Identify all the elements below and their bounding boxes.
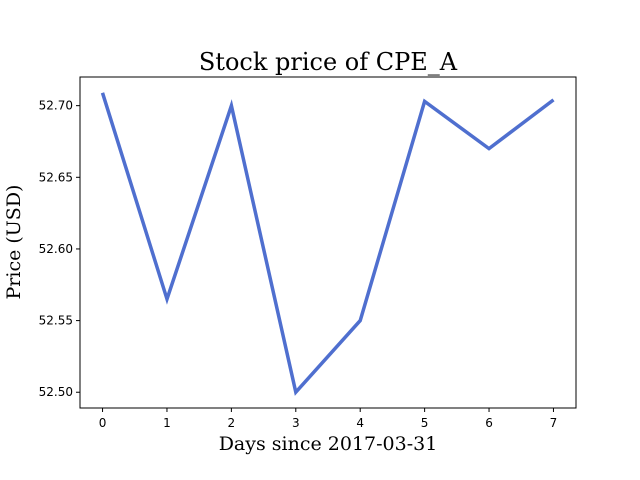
x-tick-label: 7 xyxy=(550,416,558,430)
price-series-line xyxy=(100,92,555,396)
y-tick-label: 52.55 xyxy=(39,314,73,328)
x-tick-label: 0 xyxy=(99,416,107,430)
x-tick-label: 2 xyxy=(228,416,236,430)
y-tick-label: 52.60 xyxy=(39,242,73,256)
plot-area-frame xyxy=(79,76,577,409)
y-axis-label: Price (USD) xyxy=(3,185,25,300)
x-axis: 0 1 2 3 4 5 6 7 xyxy=(99,408,558,430)
x-tick-label: 5 xyxy=(421,416,429,430)
x-tick-label: 1 xyxy=(163,416,171,430)
y-tick-label: 52.50 xyxy=(39,385,73,399)
x-tick-label: 6 xyxy=(485,416,493,430)
y-tick-label: 52.70 xyxy=(39,99,73,113)
y-tick-label: 52.65 xyxy=(39,170,73,184)
x-axis-label: Days since 2017-03-31 xyxy=(219,433,438,455)
y-axis: 52.50 52.55 52.60 52.65 52.70 xyxy=(39,99,80,399)
x-tick-label: 3 xyxy=(292,416,300,430)
x-tick-label: 4 xyxy=(356,416,364,430)
chart-title: Stock price of CPE_A xyxy=(199,48,458,76)
